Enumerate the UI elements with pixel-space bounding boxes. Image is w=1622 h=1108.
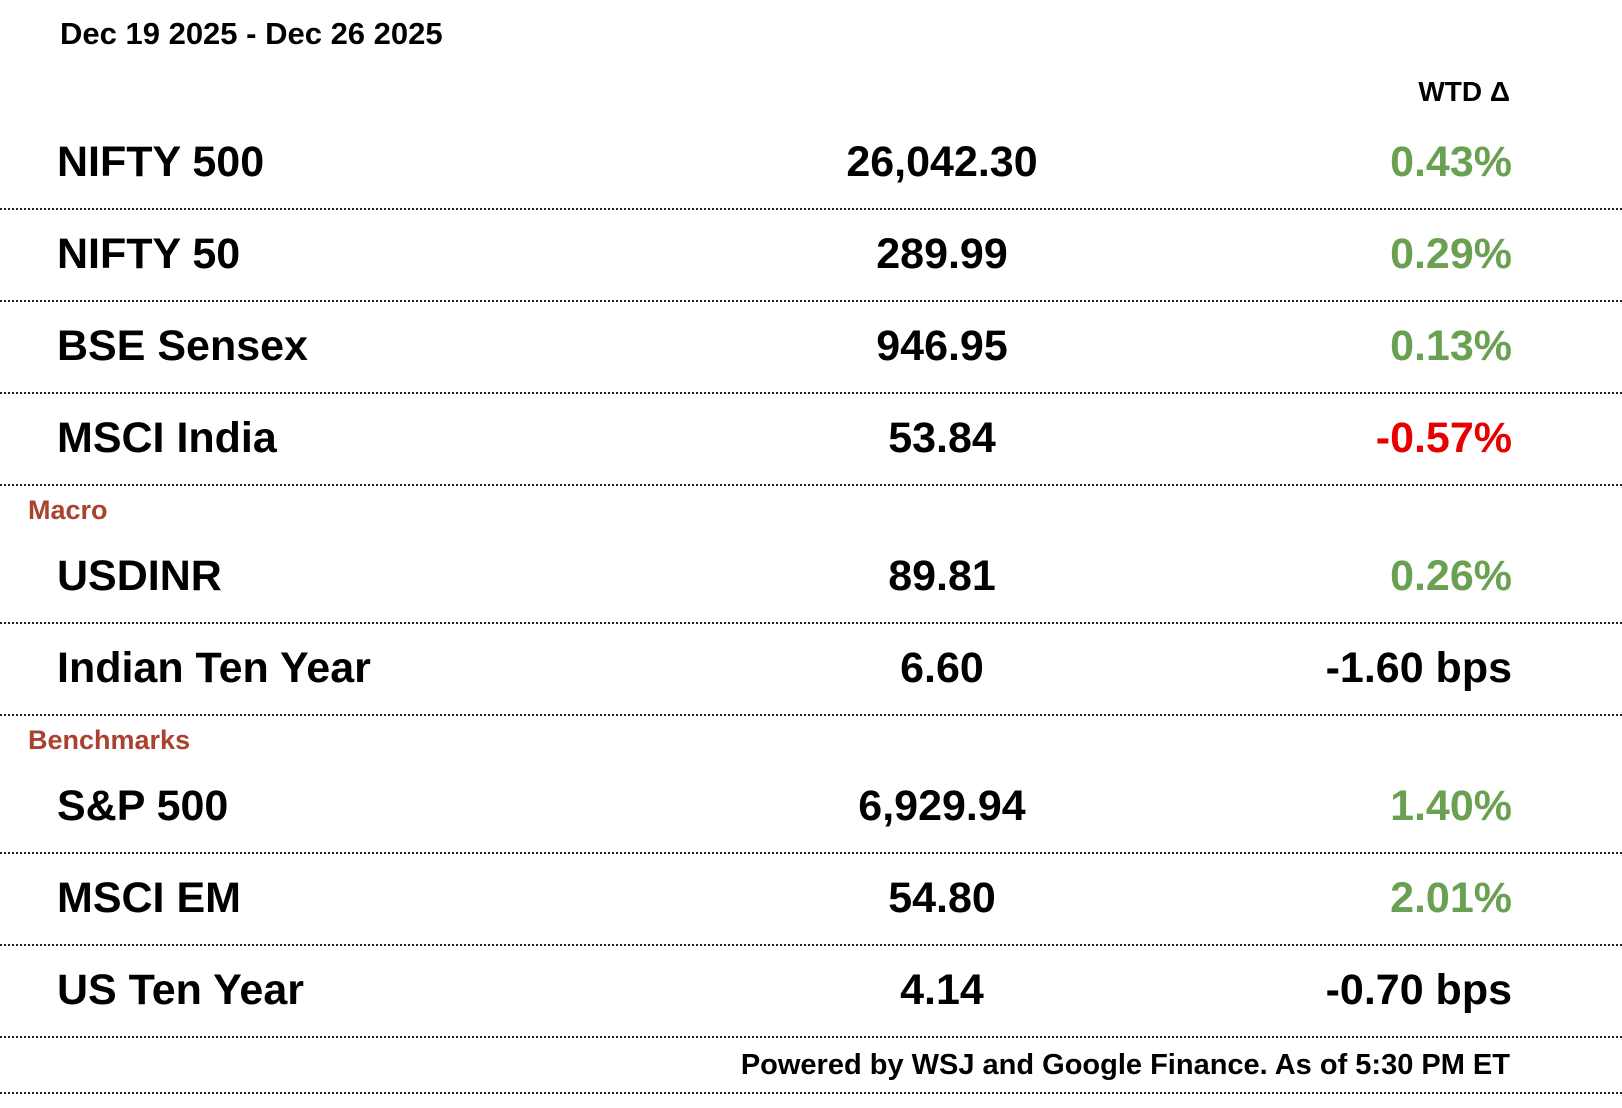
instrument-value: 6.60: [900, 644, 984, 693]
instrument-label: USDINR: [57, 552, 222, 601]
instrument-label: Indian Ten Year: [57, 644, 371, 693]
instrument-label: US Ten Year: [57, 966, 304, 1015]
wtd-change: -0.70 bps: [1325, 966, 1512, 1015]
row-nifty-50: NIFTY 50 289.99 0.29%: [0, 210, 1622, 302]
instrument-value: 289.99: [876, 230, 1008, 279]
row-msci-india: MSCI India 53.84 -0.57%: [0, 394, 1622, 486]
wtd-change: -1.60 bps: [1325, 644, 1512, 693]
wtd-change: 0.26%: [1390, 552, 1512, 601]
row-nifty-500: NIFTY 500 26,042.30 0.43%: [0, 118, 1622, 210]
attribution-footer: Powered by WSJ and Google Finance. As of…: [0, 1038, 1622, 1094]
instrument-label: S&P 500: [57, 782, 229, 831]
wtd-change: -0.57%: [1375, 414, 1512, 463]
instrument-value: 89.81: [888, 552, 996, 601]
wtd-change: 1.40%: [1390, 782, 1512, 831]
instrument-value: 4.14: [900, 966, 984, 1015]
row-sp-500: S&P 500 6,929.94 1.40%: [0, 762, 1622, 854]
instrument-value: 53.84: [888, 414, 996, 463]
row-indian-ten-year: Indian Ten Year 6.60 -1.60 bps: [0, 624, 1622, 716]
wtd-change: 0.29%: [1390, 230, 1512, 279]
wtd-column-header: WTD Δ: [1418, 76, 1510, 107]
wtd-change: 2.01%: [1390, 874, 1512, 923]
section-title-benchmarks: Benchmarks: [28, 725, 191, 755]
row-bse-sensex: BSE Sensex 946.95 0.13%: [0, 302, 1622, 394]
instrument-label: NIFTY 500: [57, 138, 265, 187]
instrument-label: MSCI EM: [57, 874, 241, 923]
instrument-label: NIFTY 50: [57, 230, 241, 279]
instrument-value: 54.80: [888, 874, 996, 923]
section-title-macro: Macro: [28, 495, 108, 525]
date-range: Dec 19 2025 - Dec 26 2025: [60, 16, 443, 51]
wtd-change: 0.13%: [1390, 322, 1512, 371]
market-table: NIFTY 500 26,042.30 0.43% NIFTY 50 289.9…: [0, 118, 1622, 1038]
instrument-value: 946.95: [876, 322, 1008, 371]
row-us-ten-year: US Ten Year 4.14 -0.70 bps: [0, 946, 1622, 1038]
row-usdinr: USDINR 89.81 0.26%: [0, 532, 1622, 624]
instrument-label: MSCI India: [57, 414, 277, 463]
instrument-label: BSE Sensex: [57, 322, 308, 371]
row-msci-em: MSCI EM 54.80 2.01%: [0, 854, 1622, 946]
instrument-value: 6,929.94: [858, 782, 1026, 831]
wtd-change: 0.43%: [1390, 138, 1512, 187]
instrument-value: 26,042.30: [846, 138, 1038, 187]
